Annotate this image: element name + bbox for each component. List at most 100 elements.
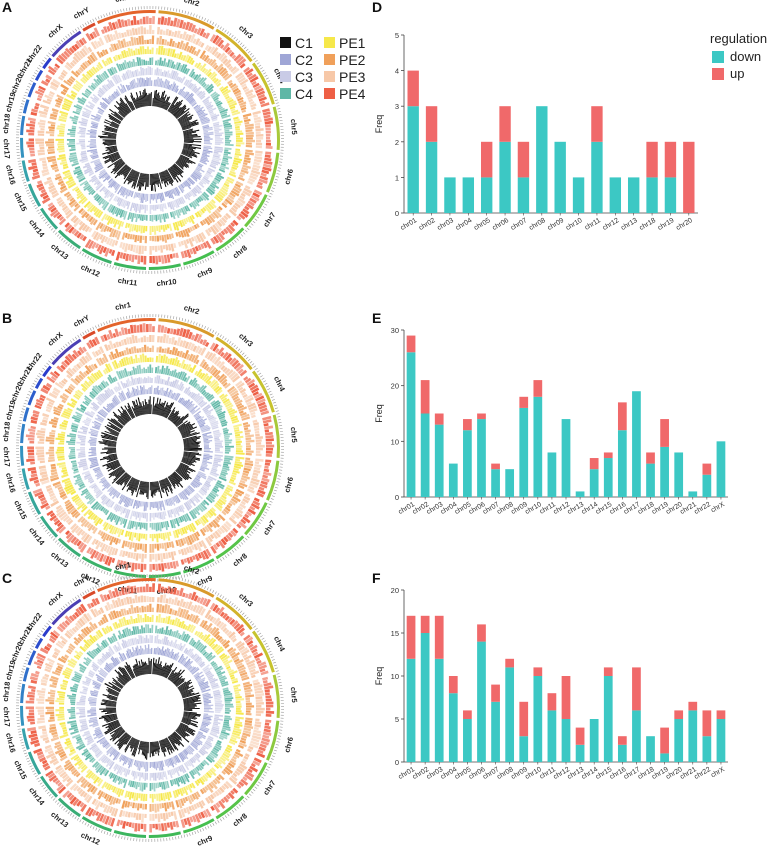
track-bin bbox=[208, 71, 216, 79]
axis-tick bbox=[279, 116, 283, 119]
track-bin bbox=[228, 370, 237, 379]
track-bin bbox=[135, 663, 141, 676]
track-bin bbox=[236, 74, 245, 81]
track-bin bbox=[174, 42, 178, 48]
track-bin bbox=[47, 148, 55, 152]
axis-tick bbox=[238, 544, 242, 547]
track-bin bbox=[123, 167, 131, 177]
track-bin bbox=[194, 671, 203, 678]
track-bin bbox=[159, 480, 165, 494]
track-bin bbox=[182, 692, 195, 698]
track-bin bbox=[53, 409, 62, 414]
track-bin bbox=[207, 477, 214, 482]
track-bin bbox=[95, 74, 103, 83]
track-bin bbox=[131, 406, 137, 417]
track-bin bbox=[131, 479, 138, 494]
track-bin bbox=[142, 401, 146, 415]
track-bin bbox=[133, 171, 139, 187]
track-bin bbox=[57, 435, 65, 439]
axis-tick bbox=[277, 475, 282, 477]
track-bin bbox=[49, 434, 55, 438]
track-bin bbox=[122, 252, 127, 260]
track-bin bbox=[128, 337, 133, 344]
track-bin bbox=[39, 460, 46, 464]
track-bin bbox=[176, 506, 181, 513]
track-bin bbox=[162, 203, 165, 209]
track-bin bbox=[102, 533, 108, 542]
ideogram-band bbox=[34, 69, 44, 82]
track-bin bbox=[245, 511, 253, 517]
track-bin bbox=[140, 665, 144, 675]
track-bin bbox=[196, 677, 202, 682]
axis-tick bbox=[260, 375, 263, 378]
track-bin bbox=[183, 399, 191, 407]
track-bin bbox=[113, 470, 125, 481]
track-bin bbox=[50, 500, 60, 508]
track-bin bbox=[175, 678, 186, 687]
track-bin bbox=[156, 634, 159, 644]
track-bin bbox=[190, 377, 197, 386]
track-bin bbox=[69, 383, 76, 389]
track-bin bbox=[122, 38, 127, 48]
track-bin bbox=[214, 444, 223, 447]
track-bin bbox=[190, 354, 196, 363]
track-bin bbox=[189, 405, 198, 413]
track-bin bbox=[245, 710, 251, 713]
track-bin bbox=[178, 681, 193, 691]
track-bin bbox=[203, 698, 209, 701]
track-bin bbox=[89, 33, 95, 40]
track-bin bbox=[159, 378, 162, 384]
track-bin bbox=[74, 419, 80, 423]
track-bin bbox=[46, 176, 52, 181]
track-bin bbox=[157, 68, 161, 76]
track-bin bbox=[167, 96, 178, 112]
track-bin bbox=[88, 448, 97, 451]
track-bin bbox=[47, 459, 55, 463]
track-bin bbox=[153, 214, 156, 221]
track-bin bbox=[99, 409, 108, 416]
track-bin bbox=[174, 85, 179, 93]
track-bin bbox=[191, 653, 198, 660]
axis-tick bbox=[198, 583, 201, 587]
track-bin bbox=[229, 357, 237, 366]
track-bin bbox=[178, 465, 191, 474]
track-bin bbox=[127, 69, 132, 79]
track-bin bbox=[141, 77, 144, 87]
track-bin bbox=[210, 490, 219, 497]
axis-tick bbox=[89, 565, 92, 569]
track-bin bbox=[203, 716, 211, 719]
track-bin bbox=[214, 456, 222, 459]
track-bin bbox=[204, 652, 209, 658]
track-bin bbox=[137, 27, 141, 35]
track-bin bbox=[70, 90, 78, 96]
track-bin bbox=[48, 456, 55, 460]
track-bin bbox=[174, 630, 179, 638]
track-bin bbox=[239, 101, 247, 106]
track-bin bbox=[191, 522, 197, 531]
axis-tick bbox=[92, 326, 95, 330]
track-bin bbox=[74, 512, 81, 519]
track-bin bbox=[220, 639, 227, 645]
track-bin bbox=[135, 213, 139, 223]
track-bin bbox=[212, 180, 217, 185]
track-bin bbox=[141, 193, 145, 204]
track-bin bbox=[255, 657, 261, 662]
track-bin bbox=[164, 521, 168, 531]
track-bin bbox=[182, 435, 197, 440]
axis-tick bbox=[112, 573, 114, 577]
track-bin bbox=[106, 57, 111, 65]
track-bin bbox=[203, 446, 210, 448]
track-bin bbox=[164, 48, 169, 56]
track-bin bbox=[90, 433, 98, 437]
axis-tick bbox=[74, 248, 77, 252]
track-bin bbox=[196, 519, 202, 525]
track-bin bbox=[99, 346, 105, 354]
axis-tick bbox=[201, 584, 204, 588]
track-bin bbox=[78, 39, 85, 46]
track-bin bbox=[228, 82, 234, 87]
track-bin bbox=[69, 158, 78, 163]
track-bin bbox=[65, 61, 74, 69]
track-bin bbox=[188, 613, 194, 621]
track-bin bbox=[265, 704, 274, 708]
track-bin bbox=[86, 546, 92, 554]
